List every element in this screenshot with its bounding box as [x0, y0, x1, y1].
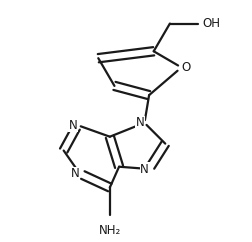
Text: NH₂: NH₂	[99, 224, 121, 237]
Text: N: N	[136, 116, 144, 129]
Text: N: N	[140, 163, 149, 175]
Text: O: O	[181, 61, 191, 74]
Text: N: N	[71, 167, 80, 180]
Text: OH: OH	[202, 17, 220, 30]
Text: N: N	[69, 119, 78, 132]
